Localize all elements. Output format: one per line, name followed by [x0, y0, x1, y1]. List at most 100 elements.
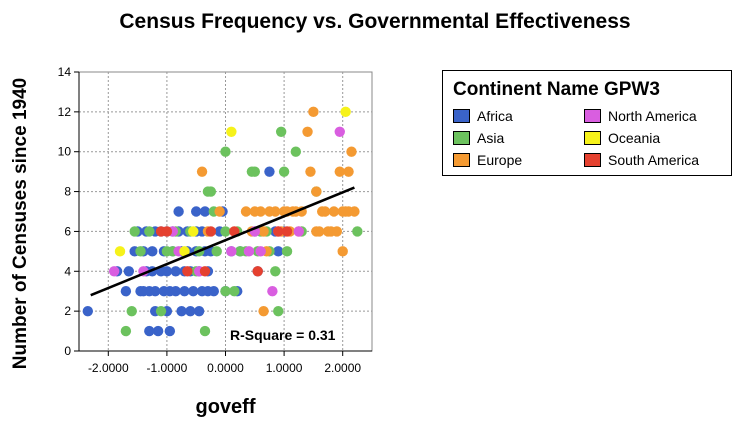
- y-tick-label: 2: [64, 304, 71, 318]
- point-oceania: [340, 106, 351, 118]
- point-europe: [214, 206, 225, 217]
- point-europe: [349, 206, 360, 217]
- point-north-america: [255, 246, 266, 257]
- point-africa: [191, 206, 202, 217]
- point-africa: [147, 246, 158, 257]
- point-asia: [129, 226, 140, 237]
- legend: Continent Name GPW3 Africa North America…: [442, 70, 732, 176]
- point-asia: [120, 325, 132, 337]
- point-africa: [208, 286, 219, 297]
- point-asia: [270, 266, 281, 277]
- point-africa: [170, 266, 181, 277]
- legend-swatch-south-america: [584, 153, 601, 167]
- y-tick-label: 12: [58, 105, 72, 119]
- legend-label-asia: Asia: [477, 130, 505, 146]
- point-asia: [220, 226, 231, 237]
- legend-item-north-america: North America: [584, 107, 697, 125]
- point-europe: [319, 206, 331, 217]
- point-africa: [199, 206, 211, 217]
- point-asia: [275, 126, 287, 137]
- point-asia: [229, 286, 240, 297]
- legend-label-africa: Africa: [477, 108, 513, 124]
- y-tick-label: 6: [64, 224, 71, 238]
- point-europe: [311, 226, 322, 237]
- point-oceania: [226, 126, 237, 137]
- point-africa: [144, 325, 155, 337]
- point-asia: [352, 226, 363, 237]
- data-points: [82, 106, 363, 337]
- legend-swatch-europe: [453, 153, 470, 167]
- point-north-america: [293, 226, 304, 237]
- point-north-america: [226, 246, 237, 257]
- point-africa: [193, 305, 205, 317]
- point-asia: [199, 325, 211, 337]
- legend-label-north-america: North America: [608, 108, 697, 124]
- fit-line-group: [90, 186, 355, 297]
- point-south-america: [273, 226, 284, 237]
- x-tick-label: 2.0000: [324, 361, 361, 375]
- x-tick-label: 1.0000: [266, 361, 303, 375]
- point-south-america: [252, 266, 263, 277]
- point-africa: [149, 286, 161, 297]
- point-north-america: [267, 286, 278, 297]
- point-europe: [328, 206, 340, 217]
- legend-swatch-asia: [453, 131, 470, 145]
- y-tick-label: 0: [64, 344, 71, 358]
- point-north-america: [243, 246, 255, 257]
- point-europe: [308, 106, 319, 118]
- point-europe: [331, 226, 343, 237]
- legend-item-oceania: Oceania: [584, 129, 660, 147]
- point-africa: [164, 325, 176, 337]
- point-africa: [152, 325, 164, 337]
- y-tick-label: 10: [58, 145, 72, 159]
- point-africa: [173, 206, 184, 217]
- point-asia: [155, 305, 167, 317]
- point-south-america: [229, 226, 240, 237]
- point-europe: [196, 166, 208, 177]
- point-asia: [281, 246, 293, 257]
- point-asia: [205, 186, 217, 197]
- point-south-america: [182, 266, 193, 277]
- y-tick-label: 8: [64, 185, 71, 199]
- point-africa: [161, 266, 173, 277]
- point-africa: [123, 266, 135, 277]
- point-africa: [185, 305, 196, 317]
- point-asia: [220, 286, 231, 297]
- point-africa: [273, 246, 284, 257]
- x-axis-label: goveff: [196, 396, 256, 418]
- point-asia: [290, 146, 302, 157]
- point-oceania: [188, 226, 199, 237]
- fit-line: [90, 186, 355, 297]
- legend-item-europe: Europe: [453, 151, 522, 169]
- point-south-america: [205, 226, 217, 237]
- point-europe: [346, 146, 357, 157]
- point-europe: [258, 226, 269, 237]
- point-asia: [126, 305, 137, 317]
- point-south-america: [161, 226, 173, 237]
- point-oceania: [114, 246, 126, 257]
- x-tick-label: -2.0000: [88, 361, 129, 375]
- point-europe: [302, 126, 313, 137]
- point-europe: [337, 246, 348, 257]
- point-europe: [343, 166, 354, 177]
- legend-swatch-north-america: [584, 109, 601, 123]
- point-asia: [144, 226, 155, 237]
- point-asia: [278, 166, 290, 177]
- y-tick-label: 4: [64, 264, 71, 278]
- point-europe: [334, 166, 345, 177]
- point-africa: [82, 305, 93, 317]
- x-tick-label: 0.0000: [207, 361, 244, 375]
- point-asia: [273, 305, 284, 317]
- legend-item-africa: Africa: [453, 107, 513, 125]
- point-africa: [120, 286, 132, 297]
- legend-label-south-america: South America: [608, 152, 700, 168]
- point-south-america: [199, 266, 211, 277]
- point-africa: [264, 166, 275, 177]
- x-tick-label: -1.0000: [147, 361, 188, 375]
- y-axis-label: Number of Censuses since 1940: [10, 78, 31, 369]
- point-africa: [176, 305, 187, 317]
- point-europe: [258, 305, 269, 317]
- point-africa: [188, 286, 199, 297]
- point-asia: [220, 146, 231, 157]
